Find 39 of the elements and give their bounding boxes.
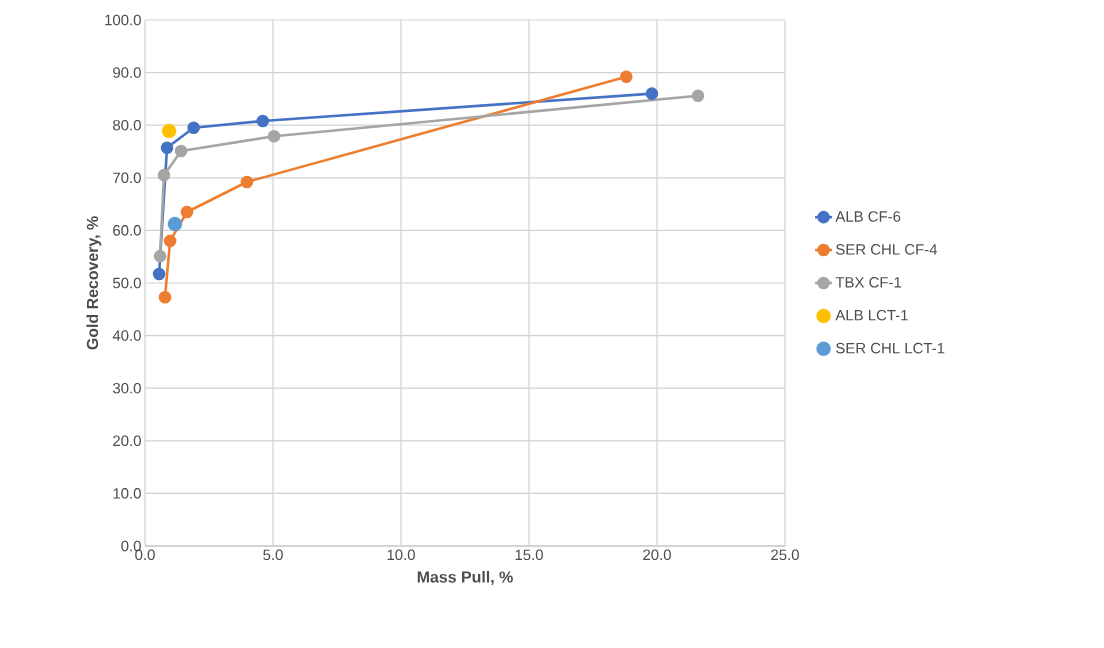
point — [160, 141, 174, 155]
y-tick-label: 10.0 — [113, 488, 141, 499]
point — [157, 168, 171, 182]
point — [163, 234, 177, 248]
legend-label: SER CHL LCT-1 — [836, 342, 945, 354]
y-axis-title: Gold Recovery, % — [86, 216, 102, 350]
legend-label: ALB CF-6 — [835, 211, 901, 222]
y-tick-label: 90.0 — [113, 67, 141, 78]
point — [240, 175, 254, 189]
y-tick-label: 80.0 — [113, 119, 141, 131]
point — [267, 129, 281, 143]
x-tick-label: 10.0 — [387, 549, 415, 561]
point — [167, 216, 183, 232]
y-tick-label: 40.0 — [112, 330, 141, 341]
point — [158, 290, 172, 304]
point — [256, 114, 270, 128]
x-tick-label: 20.0 — [643, 549, 671, 561]
legend-label: SER CHL CF-4 — [836, 244, 938, 255]
y-tick-label: 100.0 — [105, 14, 141, 26]
x-tick-label: 5.0 — [263, 549, 283, 561]
y-tick-label: 20.0 — [113, 435, 141, 447]
y-tick-label: 60.0 — [113, 225, 141, 236]
y-tick-label: 50.0 — [113, 277, 141, 289]
point — [187, 121, 200, 135]
y-tick-label: 30.0 — [112, 382, 141, 394]
legend-label: TBX CF-1 — [835, 277, 902, 288]
point — [174, 144, 188, 158]
y-tick-label: 70.0 — [113, 172, 141, 184]
x-tick-label: 25.0 — [771, 549, 799, 561]
point — [645, 87, 659, 100]
point — [180, 205, 194, 219]
x-tick-label: 15.0 — [515, 549, 543, 561]
legend-label: ALB LCT-1 — [835, 309, 908, 321]
point — [161, 123, 177, 139]
point — [691, 89, 705, 103]
point — [619, 70, 633, 84]
point — [153, 249, 167, 263]
x-axis-title: Mass Pull, % — [417, 570, 513, 585]
point — [152, 267, 166, 281]
